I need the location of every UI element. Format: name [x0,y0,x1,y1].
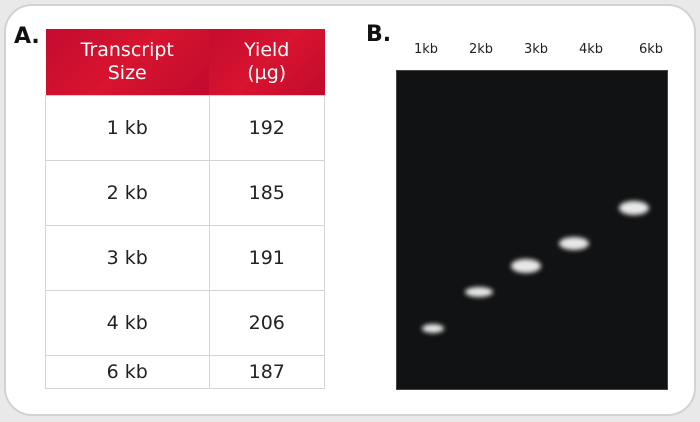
lane-label: 1kb [413,42,439,57]
gel-band [422,323,444,333]
header-size: Transcript Size [45,29,209,96]
table-header: Transcript Size Yield (µg) [45,29,325,96]
panel-b-label: B. [366,22,392,47]
gel-band [559,236,589,250]
gel-band [465,287,493,297]
yield-cell: 192 [208,95,325,161]
size-cell: 2 kb [45,160,210,226]
header-yield: Yield (µg) [209,29,325,96]
lane-label: 3kb [523,42,549,57]
table-row: 2 kb 185 [45,160,325,226]
gel-image [396,70,668,390]
yield-cell: 185 [208,160,325,226]
yield-table: Transcript Size Yield (µg) 1 kb 192 2 kb 18… [45,29,325,389]
lane-label: 2kb [468,42,494,57]
size-cell: 6 kb [45,355,210,389]
lane-label: 6kb [638,42,664,57]
size-cell: 1 kb [45,95,210,161]
table-row: 1 kb 192 [45,95,325,161]
yield-cell: 187 [208,355,325,389]
gel-band [511,259,541,273]
table-row: 4 kb 206 [45,290,325,356]
gel-band [619,201,649,215]
size-cell: 3 kb [45,225,210,291]
panel-a-label: A. [14,24,40,49]
lane-labels: 1kb 2kb 3kb 4kb 6kb [396,42,666,62]
table-row: 6 kb 187 [45,355,325,389]
lane-label: 4kb [578,42,604,57]
table-row: 3 kb 191 [45,225,325,291]
size-cell: 4 kb [45,290,210,356]
yield-cell: 206 [208,290,325,356]
yield-cell: 191 [208,225,325,291]
